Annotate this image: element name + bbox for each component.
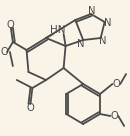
Text: N: N [88,6,96,16]
Text: O: O [0,47,8,57]
Text: O: O [27,103,34,113]
Text: N: N [104,18,111,28]
Text: O: O [112,79,120,89]
Text: N: N [77,39,85,49]
Text: O: O [110,111,118,121]
Text: HN: HN [50,25,66,35]
Text: O: O [6,20,14,30]
Text: N: N [99,36,106,46]
